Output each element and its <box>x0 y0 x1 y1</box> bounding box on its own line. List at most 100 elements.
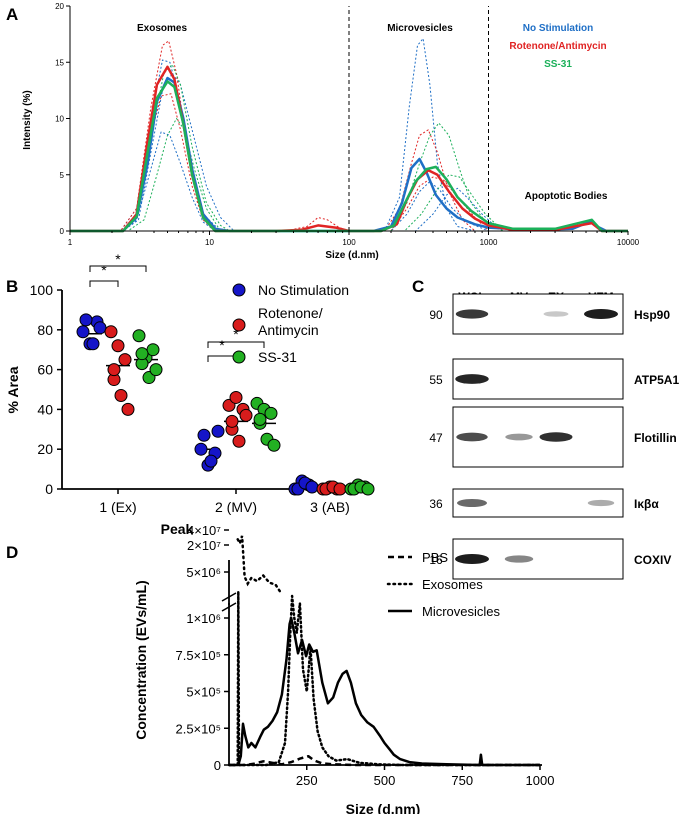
blot-protein-label: Iκβα <box>634 497 659 511</box>
panel-b-point <box>79 313 93 327</box>
blot-band <box>504 555 534 563</box>
panel-a-ytick-label: 0 <box>60 227 65 236</box>
panel-d-axis-break <box>221 602 237 612</box>
legend-marker-ss31 <box>232 350 246 364</box>
blot-protein-label: ATP5A1 <box>634 373 679 387</box>
blot-protein-label: Hsp90 <box>634 308 670 322</box>
panel-b-ytick-label: 80 <box>37 322 53 338</box>
panel-d-ytick-label: 5×10⁵ <box>186 685 221 700</box>
panel-b-point <box>267 438 281 452</box>
panel-a-ytick-label: 15 <box>55 58 64 67</box>
panel-d-axes: 0 2.5×10⁵ 5×10⁵ 7.5×10⁵ 1×10⁶ 5×10⁶ 2×10⁷4×10⁷… <box>175 523 554 788</box>
panel-a-xtick-label: 100 <box>342 238 356 247</box>
panel-b-point <box>197 428 211 442</box>
panel-b-legend: No Stimulation Rotenone/ Antimycin SS-31 <box>232 282 349 365</box>
panel-b-point <box>361 482 375 496</box>
blot-row-frame <box>452 358 624 400</box>
panel-d-xlabel: Size (d.nm) <box>346 801 421 814</box>
panel-b-significance-star: * <box>101 262 107 278</box>
panel-a-line-rotenone-antimycin-rep-1 <box>70 40 628 232</box>
blot-protein-label: COXIV <box>634 553 671 567</box>
blot-band <box>456 432 488 442</box>
exosomes-region-label: Exosomes <box>137 23 187 34</box>
microvesicles-region-label: Microvesicles <box>387 23 453 34</box>
panel-d-line-microvesicles <box>229 616 540 767</box>
panel-letter-a: A <box>6 5 18 24</box>
panel-a-xtick-label: 1 <box>68 238 73 247</box>
panel-a-xtick-label: 10000 <box>617 238 640 247</box>
legend-b-rotenone-line1: Rotenone/ <box>258 305 323 321</box>
panel-b-point <box>229 390 243 404</box>
panel-a-ytick-label: 5 <box>60 171 65 180</box>
blot-band <box>457 499 487 507</box>
panel-d-ytick-label: 7.5×10⁵ <box>175 648 221 663</box>
blot-band <box>584 309 618 319</box>
panel-letter-b: B <box>6 277 18 296</box>
panel-b-significance-bracket <box>207 341 265 348</box>
legend-d-microvesicles: Microvesicles <box>422 604 501 619</box>
panel-b-point <box>86 337 100 351</box>
panel-d-xtick-label: 750 <box>451 773 473 788</box>
blot-mw-label: 55 <box>429 373 443 387</box>
panel-d-axis-break <box>221 592 237 602</box>
panel-a-ylabel: Intensity (%) <box>22 90 33 149</box>
panel-b-point <box>114 388 128 402</box>
panel-b-category-label: 1 (Ex) <box>99 499 136 515</box>
panel-b-point <box>93 321 107 335</box>
panel-d-xtick-label: 1000 <box>526 773 555 788</box>
panel-b-point <box>211 424 225 438</box>
panel-d-xtick-label: 500 <box>374 773 396 788</box>
panel-b-ytick-label: 0 <box>45 481 53 497</box>
panel-b-point <box>121 402 135 416</box>
panel-a-axes: 1 10 100 1000 10000 0 5 10 15 20 <box>55 2 640 247</box>
panel-b-point <box>135 347 149 361</box>
blot-band <box>587 499 615 507</box>
legend-marker-no-stimulation <box>232 283 246 297</box>
panel-a-ytick-label: 10 <box>55 115 64 124</box>
panel-b-ylabel: % Area <box>5 366 21 413</box>
panel-letter-d: D <box>6 543 18 562</box>
panel-d-ytick-upper-label: 2×10⁷ <box>187 538 221 553</box>
panel-b-ytick-label: 20 <box>37 441 53 457</box>
panel-b-ytick-label: 100 <box>30 282 54 298</box>
panel-d-ytick-label: 2.5×10⁵ <box>175 721 221 736</box>
panel-a-line-ss-31 <box>70 80 628 233</box>
panel-a-ytick-label: 20 <box>55 2 64 11</box>
legend-marker-rotenone <box>232 318 246 332</box>
panel-b-significance-star: * <box>233 326 239 342</box>
panel-b-point <box>204 454 218 468</box>
legend-b-no-stimulation: No Stimulation <box>258 282 349 298</box>
panel-b-category-label: 2 (MV) <box>215 499 257 515</box>
panel-b-point <box>104 325 118 339</box>
panel-d-ytick-upper-label: 5×10⁶ <box>186 565 221 580</box>
legend-d-pbs: PBS <box>422 550 448 565</box>
panel-b-point <box>111 339 125 353</box>
panel-b-point <box>194 442 208 456</box>
blot-band <box>505 433 533 441</box>
blot-mw-label: 16 <box>429 553 443 567</box>
panel-b-point <box>107 363 121 377</box>
legend-rotenone-antimycin: Rotenone/Antimycin <box>509 41 606 52</box>
panel-d-xtick-label: 250 <box>296 773 318 788</box>
legend-ss31: SS-31 <box>544 59 572 70</box>
panel-b-point <box>239 408 253 422</box>
panel-b-xlabel: Peak <box>161 521 194 537</box>
panel-b-point <box>225 414 239 428</box>
panel-b-point <box>264 406 278 420</box>
legend-d-exosomes: Exosomes <box>422 577 483 592</box>
panel-letter-c: C <box>412 277 424 296</box>
blot-band <box>455 554 489 564</box>
panel-a-line-no-stimulation-rep-3 <box>70 73 628 232</box>
panel-b: B 0 20 40 60 80 100 1 (Ex) 2 (MV) 3 (AB) * * * * % … <box>5 251 375 537</box>
panel-d-line-exosomes-upper <box>236 535 283 595</box>
panel-b-ytick-label: 40 <box>37 401 53 417</box>
panel-d-series <box>227 535 542 767</box>
panel-d-ytick-upper-label: 4×10⁷ <box>187 523 221 538</box>
panel-d-ytick-label: 1×10⁶ <box>186 611 221 626</box>
panel-b-significance-bracket <box>207 355 237 362</box>
panel-a-line-no-stimulation-rep-2 <box>70 131 628 232</box>
blot-band <box>539 432 573 442</box>
panel-d-ylabel: Concentration (EVs/mL) <box>133 580 149 739</box>
panel-b-point <box>118 353 132 367</box>
